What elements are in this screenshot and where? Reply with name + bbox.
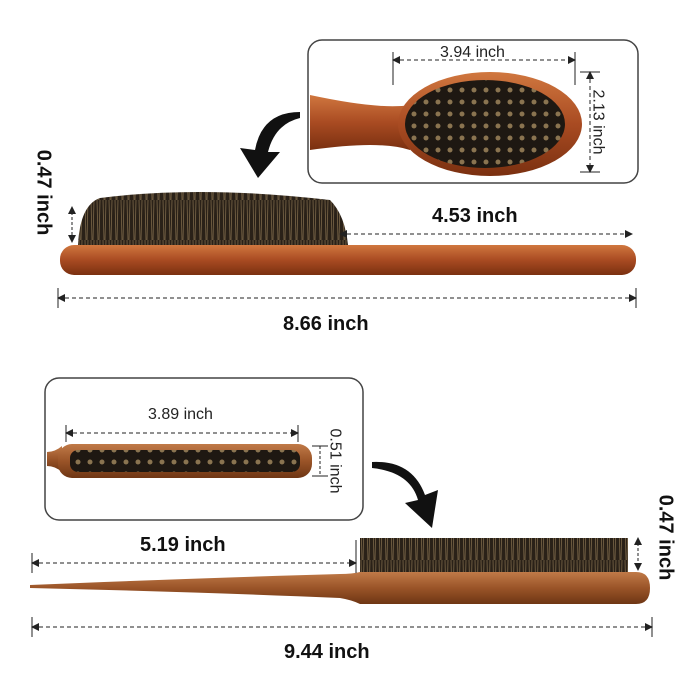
teasing-brush-top-inset — [44, 377, 364, 521]
brush2-handle-length-label: 5.19 inch — [140, 534, 226, 556]
curved-arrow-icon — [240, 112, 300, 178]
paddle-brush-top-inset — [307, 39, 639, 184]
inset2-height-label: 0.51 inch — [326, 428, 344, 494]
inset2-width-label: 3.89 inch — [148, 406, 213, 423]
brush2-total-length-label: 9.44 inch — [284, 641, 370, 663]
curved-arrow-icon — [372, 461, 438, 528]
inset1-height-label: 2.13 inch — [589, 89, 607, 155]
brush1-dimension-lines — [57, 206, 637, 308]
brush2-bristle-height-label: 0.47 inch — [654, 494, 677, 581]
inset1-width-label: 3.94 inch — [440, 44, 505, 61]
brush1-total-length-label: 8.66 inch — [283, 313, 369, 335]
brush1-handle-length-label: 4.53 inch — [432, 205, 518, 227]
brush1-bristle-height-label: 0.47 inch — [32, 149, 55, 236]
teasing-brush-side-view — [30, 538, 650, 604]
brush2-dimension-lines — [31, 537, 653, 637]
paddle-brush-side-view — [60, 191, 636, 275]
